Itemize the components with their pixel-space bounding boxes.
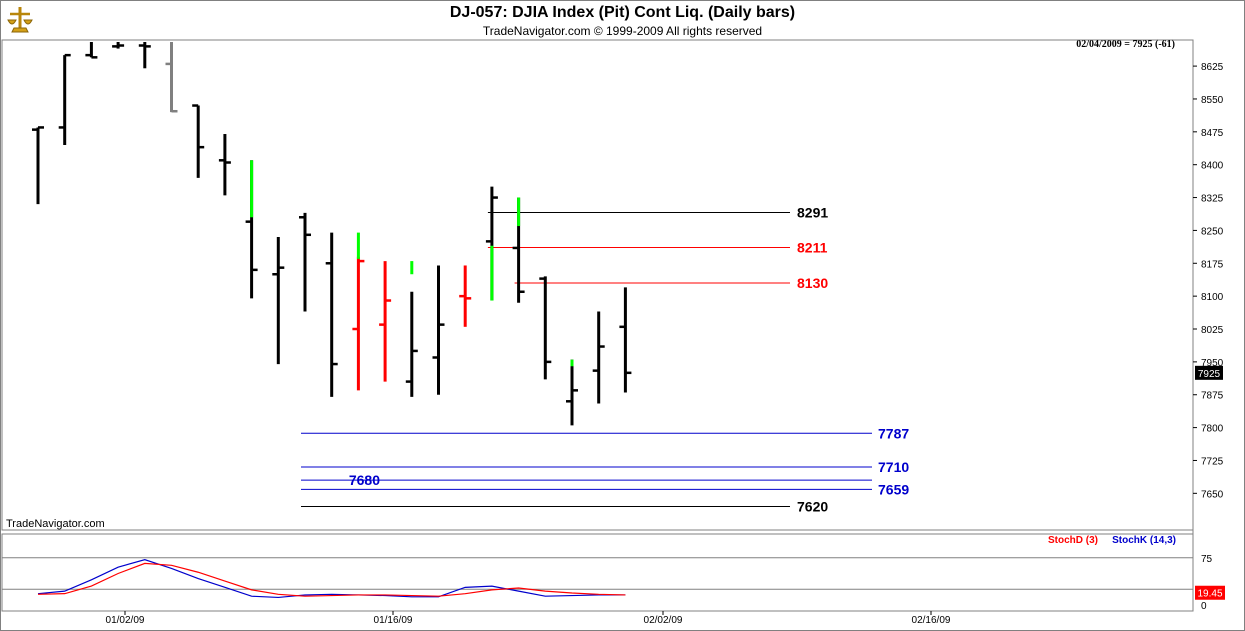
level-label: 7710 [878,459,909,475]
price-ytick-label: 8400 [1201,161,1224,172]
price-ytick-label: 7875 [1201,391,1224,402]
x-tick-label: 02/02/09 [644,615,683,626]
price-ytick-label: 8025 [1201,325,1224,336]
level-label: 7620 [797,498,828,514]
stoch-last-value-tag [1195,585,1225,600]
stoch-ytick-label: 75 [1201,554,1213,565]
chart-title: DJ-057: DJIA Index (Pit) Cont Liq. (Dail… [449,4,796,21]
level-label: 8211 [797,240,828,256]
price-panel-border [1,39,1194,531]
price-ytick-label: 8625 [1201,62,1224,73]
price-ytick-label: 8175 [1201,259,1224,270]
x-tick-label: 01/02/09 [106,615,145,626]
stoch-series-line [37,559,626,599]
stoch-legend-entry: StochK (14,3) [1112,535,1176,546]
x-tick-label: 01/16/09 [374,615,413,626]
level-label: 7659 [878,481,909,497]
tradenavigator-logo-icon [4,4,36,36]
level-label: 8291 [797,204,828,220]
price-ytick-label: 8475 [1201,128,1224,139]
x-tick-label: 02/16/09 [912,615,951,626]
price-ytick-label: 8325 [1201,194,1224,205]
level-label: 8130 [797,275,828,291]
price-ytick-label: 8250 [1201,226,1224,237]
level-label: 7680 [349,472,380,488]
stoch-ytick-label: 0 [1201,601,1207,612]
price-ytick-label: 7650 [1201,489,1224,500]
price-ytick-label: 7725 [1201,456,1224,467]
last-price-tag [1195,365,1223,380]
price-ytick-label: 8100 [1201,292,1224,303]
price-ytick-label: 7800 [1201,424,1224,435]
level-label: 7787 [878,425,909,441]
stoch-legend-entry: StochD (3) [1048,535,1098,546]
last-price-label: 7925 [1198,369,1221,380]
stoch-last-value-label: 19.45 [1197,589,1222,600]
chart-subtitle: TradeNavigator.com © 1999-2009 All right… [482,24,763,38]
stoch-series-line [37,562,626,597]
last-quote: 02/04/2009 = 7925 (-61) [1076,39,1175,50]
price-ytick-label: 8550 [1201,95,1224,106]
price-ytick-label: 7950 [1201,358,1224,369]
watermark: TradeNavigator.com [6,518,105,530]
